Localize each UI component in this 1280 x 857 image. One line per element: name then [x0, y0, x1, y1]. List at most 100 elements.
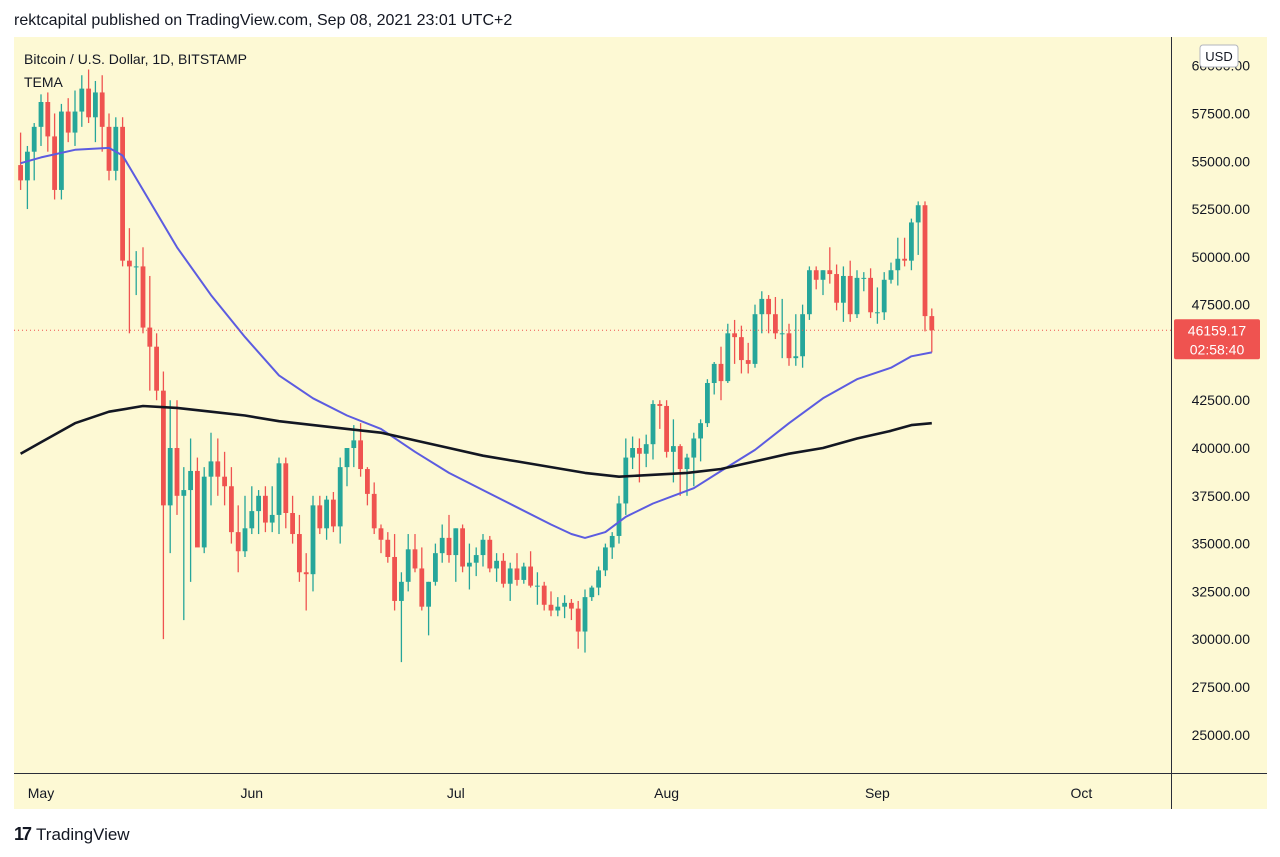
candle — [528, 551, 533, 588]
candle — [786, 323, 792, 366]
candle-body — [215, 461, 221, 477]
candle-body — [256, 495, 261, 512]
candle-body — [657, 404, 663, 406]
currency-badge[interactable]: USD — [1199, 44, 1239, 68]
candle — [494, 553, 499, 582]
price-tick-label: 42500.00 — [1192, 392, 1251, 408]
candle-body — [324, 499, 329, 529]
candle — [501, 553, 506, 588]
tradingview-mark-icon: 17 — [14, 824, 32, 844]
candle-body — [201, 476, 207, 548]
candle — [419, 547, 425, 611]
candle — [813, 266, 819, 290]
candle-body — [446, 537, 452, 556]
candle — [847, 260, 853, 322]
price-tick-label: 50000.00 — [1192, 249, 1251, 265]
candle — [698, 419, 703, 462]
candle-body — [807, 270, 812, 315]
candle — [677, 444, 683, 496]
candle — [630, 436, 635, 470]
candle-body — [167, 448, 173, 506]
candle-body — [861, 277, 867, 279]
candle-body — [344, 448, 350, 468]
candle — [276, 457, 282, 535]
chart-title: Bitcoin / U.S. Dollar, 1D, BITSTAMP — [24, 51, 247, 67]
price-tick-label: 37500.00 — [1192, 488, 1251, 504]
candle-body — [59, 111, 64, 190]
candle — [113, 117, 119, 181]
candle — [793, 314, 799, 366]
candle — [38, 94, 44, 146]
candle — [643, 434, 649, 468]
tradingview-logo[interactable]: 17 TradingView — [14, 824, 130, 845]
candle — [732, 319, 737, 364]
candle — [453, 528, 459, 582]
candle-body — [79, 88, 85, 112]
candle-body — [453, 528, 459, 556]
candle — [167, 400, 173, 554]
candle — [399, 572, 404, 663]
candle — [290, 495, 295, 544]
candle-body — [766, 298, 771, 315]
candle — [140, 247, 146, 334]
publish-header: rektcapital published on TradingView.com… — [14, 12, 513, 29]
candle — [229, 467, 234, 544]
candle-body — [25, 151, 30, 181]
candle — [773, 296, 778, 340]
candle — [739, 325, 744, 374]
candle — [72, 90, 78, 146]
candle — [711, 361, 717, 395]
candle-body — [371, 493, 377, 529]
candle — [487, 535, 493, 573]
candle-body — [276, 463, 282, 515]
candle-body — [868, 277, 873, 313]
candle-body — [140, 266, 146, 328]
price-tick-label: 40000.00 — [1192, 440, 1251, 456]
candle — [589, 585, 595, 601]
candle — [174, 400, 180, 515]
candle — [569, 599, 574, 621]
candle-body — [290, 513, 295, 535]
candle — [480, 534, 486, 567]
candle-body — [310, 505, 316, 575]
candle-body — [711, 363, 717, 384]
candle-body — [45, 101, 51, 137]
candle-body — [31, 126, 37, 152]
time-tick-label: Oct — [1071, 785, 1093, 801]
candle — [208, 432, 214, 506]
price-tick-label: 32500.00 — [1192, 583, 1251, 599]
candle — [929, 308, 935, 353]
candle — [324, 495, 329, 540]
candle-body — [616, 503, 622, 536]
candle-body — [249, 511, 255, 529]
price-tick-label: 25000.00 — [1192, 727, 1251, 743]
time-tick-label: May — [28, 785, 54, 801]
candle-body — [65, 111, 71, 133]
price-tick-label: 30000.00 — [1192, 631, 1251, 647]
candle — [297, 514, 302, 582]
candle-body — [501, 560, 506, 584]
candle-body — [548, 604, 554, 611]
candle-body — [439, 537, 445, 554]
candle — [263, 486, 268, 533]
candle — [909, 218, 914, 271]
candle — [235, 505, 241, 573]
candle — [922, 201, 928, 332]
candle — [807, 266, 812, 320]
candle-body — [174, 448, 180, 496]
candle — [31, 123, 37, 181]
candle-body — [834, 274, 839, 303]
candle — [147, 275, 153, 391]
candle-body — [881, 279, 887, 313]
candle-body — [365, 469, 370, 494]
candle-body — [609, 535, 615, 548]
candle-body — [426, 581, 431, 607]
candle — [745, 342, 751, 374]
candle — [650, 400, 656, 460]
candle-body — [331, 499, 336, 527]
candle — [752, 304, 758, 368]
candle — [93, 80, 98, 143]
candle — [915, 201, 921, 255]
candle — [385, 532, 391, 563]
candle-body — [630, 448, 635, 458]
